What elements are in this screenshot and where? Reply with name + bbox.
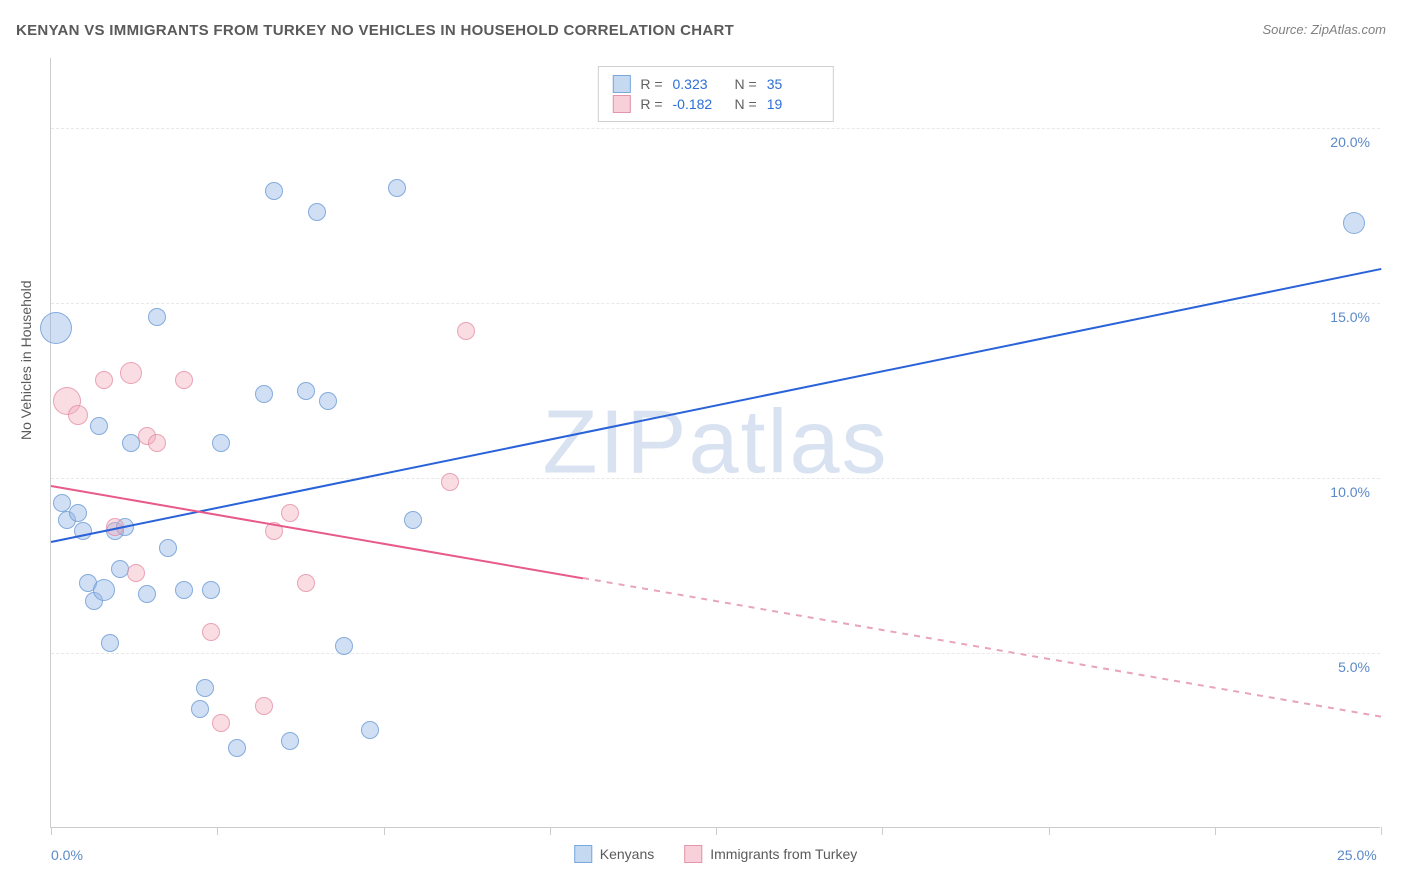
data-point-blue bbox=[101, 634, 119, 652]
y-tick-label: 15.0% bbox=[1330, 309, 1370, 325]
n-label: N = bbox=[735, 96, 757, 112]
data-point-pink bbox=[68, 405, 88, 425]
r-label: R = bbox=[640, 96, 662, 112]
grid-line bbox=[51, 128, 1380, 129]
data-point-pink bbox=[120, 362, 142, 384]
data-point-blue bbox=[265, 182, 283, 200]
data-point-blue bbox=[281, 732, 299, 750]
n-val-pink: 19 bbox=[767, 96, 819, 112]
grid-line bbox=[51, 653, 1380, 654]
data-point-blue bbox=[1343, 212, 1365, 234]
n-val-blue: 35 bbox=[767, 76, 819, 92]
data-point-blue bbox=[335, 637, 353, 655]
data-point-blue bbox=[191, 700, 209, 718]
n-label: N = bbox=[735, 76, 757, 92]
data-point-blue bbox=[308, 203, 326, 221]
data-point-blue bbox=[202, 581, 220, 599]
data-point-blue bbox=[90, 417, 108, 435]
x-tick bbox=[550, 827, 551, 835]
stat-legend: R = 0.323 N = 35 R = -0.182 N = 19 bbox=[597, 66, 833, 122]
stat-row-blue: R = 0.323 N = 35 bbox=[612, 75, 818, 93]
legend-label-pink: Immigrants from Turkey bbox=[710, 846, 857, 862]
x-tick bbox=[882, 827, 883, 835]
swatch-pink-icon bbox=[612, 95, 630, 113]
grid-line bbox=[51, 303, 1380, 304]
legend-item-blue: Kenyans bbox=[574, 845, 654, 863]
data-point-blue bbox=[159, 539, 177, 557]
data-point-pink bbox=[255, 697, 273, 715]
x-tick-label: 0.0% bbox=[51, 847, 83, 863]
data-point-pink bbox=[127, 564, 145, 582]
data-point-blue bbox=[388, 179, 406, 197]
data-point-blue bbox=[297, 382, 315, 400]
data-point-blue bbox=[148, 308, 166, 326]
r-val-pink: -0.182 bbox=[673, 96, 725, 112]
chart-title: KENYAN VS IMMIGRANTS FROM TURKEY NO VEHI… bbox=[16, 22, 734, 39]
data-point-blue bbox=[255, 385, 273, 403]
legend-item-pink: Immigrants from Turkey bbox=[684, 845, 857, 863]
swatch-blue-icon bbox=[574, 845, 592, 863]
data-point-blue bbox=[40, 312, 72, 344]
x-tick bbox=[1215, 827, 1216, 835]
x-tick bbox=[384, 827, 385, 835]
data-point-blue bbox=[138, 585, 156, 603]
data-point-pink bbox=[441, 473, 459, 491]
data-point-pink bbox=[202, 623, 220, 641]
data-point-pink bbox=[212, 714, 230, 732]
data-point-blue bbox=[69, 504, 87, 522]
legend-label-blue: Kenyans bbox=[600, 846, 654, 862]
y-tick-label: 20.0% bbox=[1330, 134, 1370, 150]
x-tick-label: 25.0% bbox=[1337, 847, 1377, 863]
swatch-blue-icon bbox=[612, 75, 630, 93]
data-point-blue bbox=[228, 739, 246, 757]
y-axis-title: No Vehicles in Household bbox=[18, 280, 34, 440]
data-point-blue bbox=[93, 579, 115, 601]
x-tick bbox=[1049, 827, 1050, 835]
r-val-blue: 0.323 bbox=[673, 76, 725, 92]
data-point-blue bbox=[361, 721, 379, 739]
x-tick bbox=[51, 827, 52, 835]
trend-line-blue bbox=[51, 268, 1381, 543]
data-point-blue bbox=[175, 581, 193, 599]
data-point-pink bbox=[175, 371, 193, 389]
data-point-pink bbox=[297, 574, 315, 592]
plot-area: ZIPatlas R = 0.323 N = 35 R = -0.182 N =… bbox=[50, 58, 1380, 828]
data-point-pink bbox=[457, 322, 475, 340]
r-label: R = bbox=[640, 76, 662, 92]
data-point-pink bbox=[95, 371, 113, 389]
x-tick bbox=[217, 827, 218, 835]
bottom-legend: Kenyans Immigrants from Turkey bbox=[574, 845, 858, 863]
data-point-pink bbox=[281, 504, 299, 522]
x-tick bbox=[716, 827, 717, 835]
y-tick-label: 5.0% bbox=[1338, 659, 1370, 675]
data-point-blue bbox=[319, 392, 337, 410]
stat-row-pink: R = -0.182 N = 19 bbox=[612, 95, 818, 113]
source-label: Source: ZipAtlas.com bbox=[1262, 22, 1386, 37]
trend-line-pink-dash bbox=[583, 577, 1381, 718]
data-point-blue bbox=[196, 679, 214, 697]
swatch-pink-icon bbox=[684, 845, 702, 863]
data-point-blue bbox=[404, 511, 422, 529]
x-tick bbox=[1381, 827, 1382, 835]
data-point-blue bbox=[212, 434, 230, 452]
y-tick-label: 10.0% bbox=[1330, 484, 1370, 500]
chart-container: KENYAN VS IMMIGRANTS FROM TURKEY NO VEHI… bbox=[0, 0, 1406, 892]
grid-line bbox=[51, 478, 1380, 479]
data-point-blue bbox=[53, 494, 71, 512]
data-point-pink bbox=[148, 434, 166, 452]
